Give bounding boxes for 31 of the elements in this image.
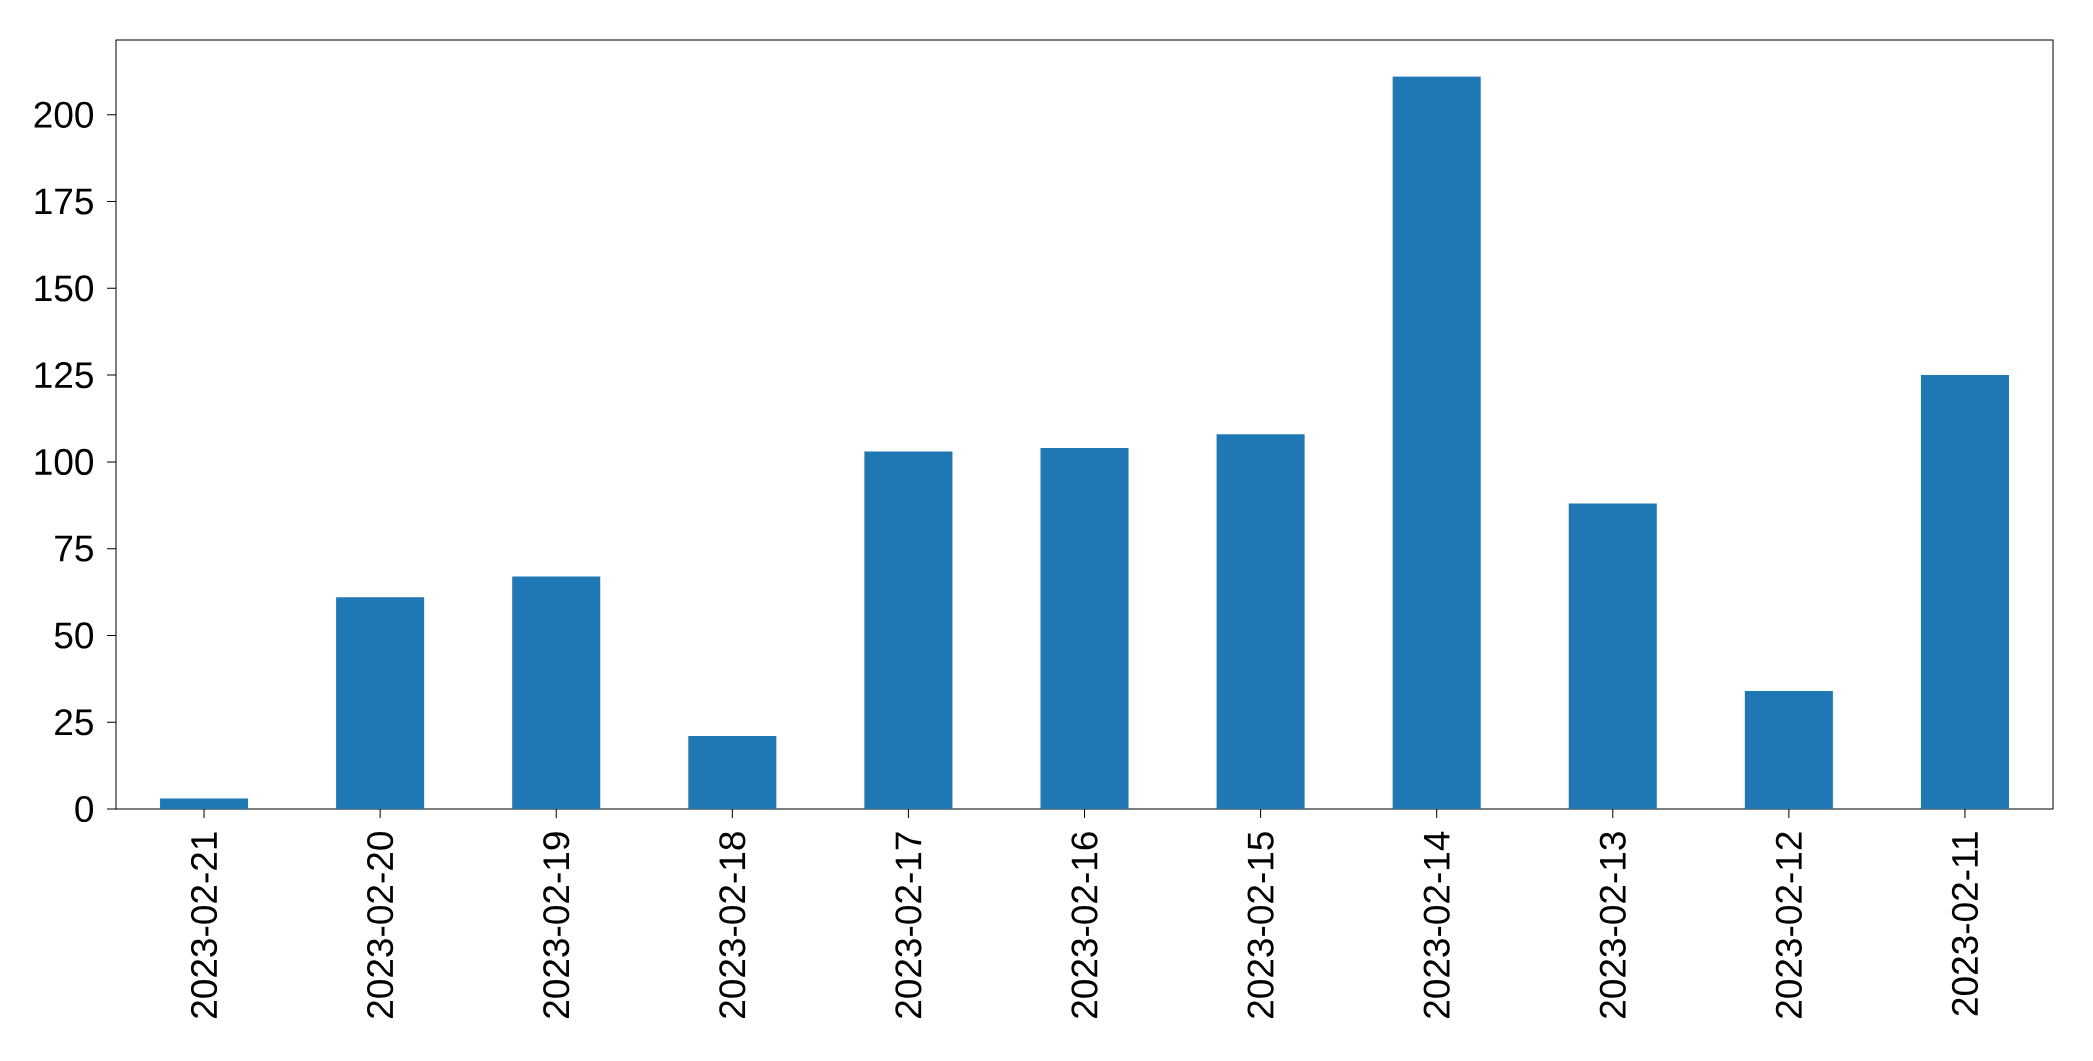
x-tick-label: 2023-02-17: [895, 832, 922, 1018]
x-tick-label: 2023-02-13: [1599, 832, 1626, 1018]
bar: [1568, 503, 1657, 809]
y-tick-label: 25: [55, 709, 93, 736]
bar: [1392, 76, 1481, 809]
bar: [864, 451, 953, 809]
bar: [512, 576, 601, 809]
bar: [1040, 448, 1129, 809]
y-tick-label: 125: [35, 362, 93, 389]
y-tick-label: 175: [35, 188, 93, 215]
x-tick-label: 2023-02-18: [719, 832, 746, 1018]
y-tick-label: 50: [54, 622, 94, 649]
y-tick-label: 100: [35, 448, 94, 475]
bar: [688, 736, 777, 809]
x-tick-label: 2023-02-12: [1775, 832, 1802, 1018]
x-tick-label: 2023-02-20: [367, 832, 394, 1018]
y-tick-label: 200: [34, 101, 94, 128]
bar: [1920, 375, 2009, 809]
x-tick-label: 2023-02-15: [1247, 832, 1274, 1018]
bar: [336, 597, 425, 809]
y-tick-label: 0: [75, 795, 94, 823]
x-tick-label: 2023-02-21: [190, 832, 218, 1018]
x-tick-label: 2023-02-11: [1951, 832, 1979, 1016]
bar: [1216, 434, 1305, 809]
x-tick-label: 2023-02-19: [543, 832, 570, 1018]
y-tick-label: 150: [35, 275, 94, 302]
bar: [1744, 690, 1833, 809]
x-tick-label: 2023-02-14: [1423, 831, 1450, 1018]
y-tick-label: 75: [55, 535, 93, 562]
bar: [160, 798, 249, 809]
x-tick-label: 2023-02-16: [1071, 832, 1098, 1018]
